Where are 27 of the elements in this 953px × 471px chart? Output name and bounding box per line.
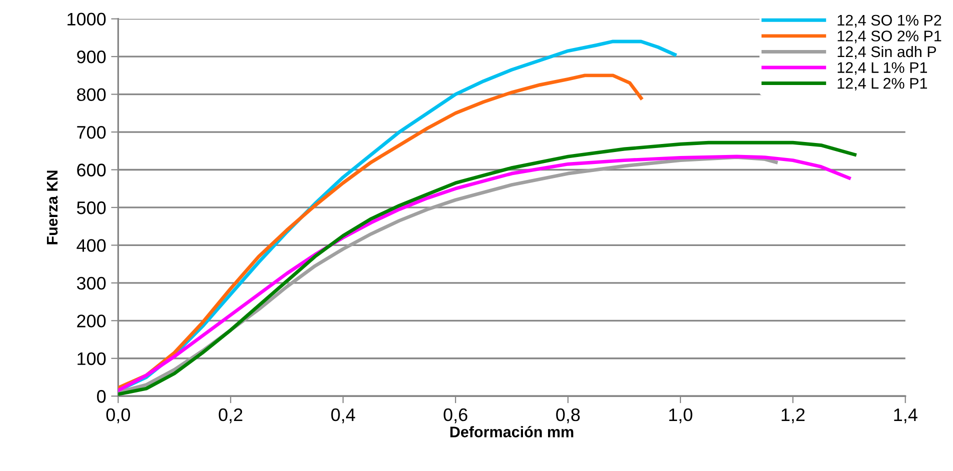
x-tick-label: 0,4 <box>331 408 356 424</box>
legend-label: 12,4 L 1% P1 <box>838 62 927 75</box>
y-tick-label: 600 <box>77 164 106 176</box>
legend-label: 12,4 L 2% P1 <box>838 78 927 91</box>
x-tick-label: 0,0 <box>106 408 130 424</box>
x-tick-label: 1,2 <box>782 408 805 424</box>
legend-label: 12,4 Sin adh P <box>838 46 936 60</box>
y-tick-label: 700 <box>77 126 106 139</box>
y-tick-label: 1000 <box>68 12 106 26</box>
y-tick-label: 400 <box>76 239 106 252</box>
x-tick-label: 0,8 <box>556 408 580 424</box>
x-axis-title: Deformación mm <box>450 426 574 438</box>
line-series <box>118 74 643 390</box>
legend-label: 12,4 SO 2% P1 <box>838 30 942 44</box>
x-tick-label: 0,6 <box>444 408 468 424</box>
x-tick-label: 0,2 <box>218 408 242 424</box>
x-tick-label: 1,0 <box>669 408 692 424</box>
y-tick-label: 300 <box>76 276 106 290</box>
y-tick-label: 200 <box>77 314 106 328</box>
y-tick-label: 100 <box>78 352 106 366</box>
x-tick-label: 1,4 <box>894 408 918 424</box>
y-tick-label: 0 <box>97 390 106 403</box>
legend-label: 12,4 SO 1% P2 <box>838 14 942 28</box>
y-axis-title: Fuerza KN <box>46 170 58 244</box>
y-tick-label: 900 <box>77 50 106 64</box>
y-tick-label: 800 <box>77 88 106 102</box>
y-tick-label: 500 <box>76 201 106 214</box>
